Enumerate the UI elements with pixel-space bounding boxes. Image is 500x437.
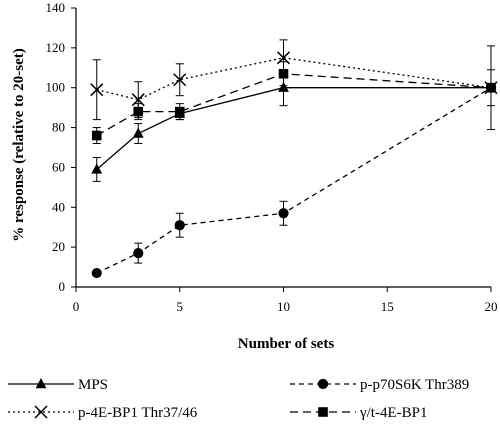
series-circle (91, 45, 497, 279)
data-point-square (486, 82, 496, 93)
legend-item-triangle: MPS (8, 377, 108, 393)
data-point-square (133, 106, 144, 117)
data-point-circle (91, 267, 102, 279)
legend-marker-circle (317, 378, 329, 390)
data-point-circle (174, 220, 185, 231)
x-tick-label: 0 (73, 299, 80, 314)
data-point-circle (133, 248, 144, 259)
y-axis-title: % response (relative to 20-set) (11, 48, 27, 242)
y-tick-label: 60 (52, 159, 65, 174)
legend-item-square: γ/t-4E-BP1 (290, 405, 427, 421)
y-tick-label: 0 (59, 279, 66, 294)
data-point-x (173, 73, 187, 87)
y-tick-label: 100 (46, 80, 66, 95)
x-tick-label: 5 (177, 299, 184, 314)
x-tick-label: 10 (277, 299, 290, 314)
data-point-triangle (91, 163, 103, 174)
legend: MPS p-p70S6K Thr389 p-4E-BP1 Thr37/46 γ/t-4… (8, 377, 469, 421)
series-layer (90, 39, 498, 279)
x-tick-label: 15 (381, 299, 394, 314)
data-point-triangle (278, 81, 289, 92)
x-axis: 0 5 10 15 20 (73, 286, 498, 314)
y-tick-label: 120 (46, 40, 66, 55)
y-axis: 0 20 40 60 80 100 120 140 (46, 0, 77, 294)
legend-label-triangle: MPS (78, 377, 108, 393)
series-square (91, 61, 496, 145)
series-line-triangle (96, 87, 491, 170)
series-x (90, 39, 498, 121)
data-point-triangle (132, 127, 144, 138)
data-point-square (278, 68, 289, 79)
legend-item-x: p-4E-BP1 Thr37/46 (8, 405, 198, 421)
x-axis-title: Number of sets (238, 336, 335, 352)
series-line-square (96, 73, 492, 137)
y-tick-label: 80 (52, 120, 65, 135)
data-point-x (90, 83, 104, 97)
legend-marker-triangle (35, 378, 47, 389)
data-point-square (91, 130, 102, 141)
y-tick-label: 20 (52, 239, 65, 254)
series-line-x (96, 57, 492, 101)
series-triangle (91, 69, 497, 182)
series-line-circle (96, 87, 492, 274)
legend-label-circle: p-p70S6K Thr389 (360, 377, 469, 393)
data-point-square (174, 106, 185, 117)
y-tick-label: 140 (46, 0, 66, 15)
y-tick-label: 40 (52, 199, 65, 214)
legend-item-circle: p-p70S6K Thr389 (290, 377, 469, 393)
data-point-circle (278, 208, 289, 219)
legend-marker-x (34, 405, 48, 419)
legend-label-square: γ/t-4E-BP1 (359, 405, 427, 421)
legend-label-x: p-4E-BP1 Thr37/46 (78, 405, 198, 421)
legend-marker-square (318, 407, 328, 417)
x-tick-label: 20 (485, 299, 498, 314)
